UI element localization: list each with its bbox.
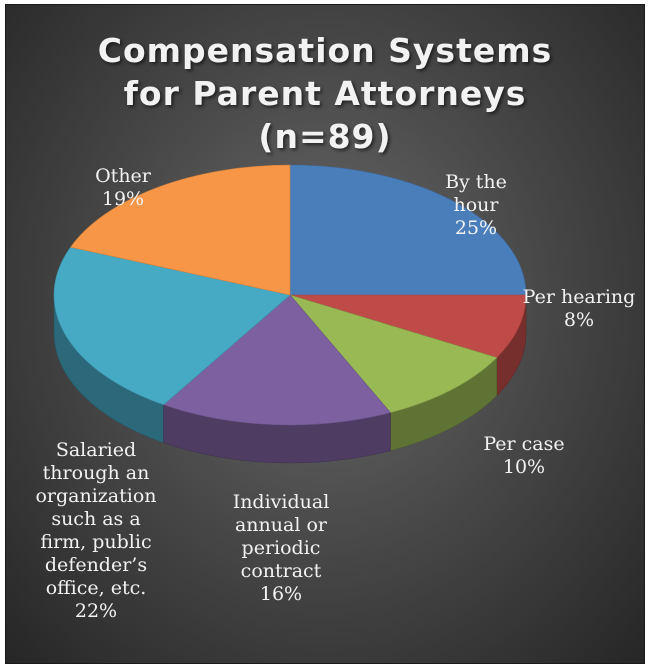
slice-label-text: annual or xyxy=(234,514,327,536)
slice-percent: 16% xyxy=(259,583,303,605)
slice-percent: 25% xyxy=(454,217,498,239)
slice-label-text: By the xyxy=(445,171,507,193)
slice-label-text: defender’s xyxy=(44,554,148,576)
pie-chart xyxy=(53,164,527,464)
pie-slice-2 xyxy=(289,294,498,413)
pie-slice-5 xyxy=(70,164,291,296)
slice-label-individual-contract: Individual annual or periodic contract 1… xyxy=(216,491,346,606)
slice-label-text: firm, public xyxy=(40,531,152,553)
slice-label-per-case: Per case 10% xyxy=(464,433,584,479)
pie-slice-1 xyxy=(289,294,527,358)
slice-label-text: Per hearing xyxy=(522,286,636,308)
chart-title-line-3: (n=89) xyxy=(258,117,392,156)
chart-title-line-1: Compensation Systems xyxy=(97,31,553,70)
slice-percent: 8% xyxy=(563,309,595,331)
slice-label-text: hour xyxy=(453,194,499,216)
pie-slice-0 xyxy=(289,164,527,296)
slice-label-text: organization xyxy=(35,485,157,507)
slice-label-salaried: Salaried through an organization such as… xyxy=(26,439,166,623)
slice-percent: 10% xyxy=(502,456,546,478)
pie-slice-3 xyxy=(162,294,392,426)
slice-label-text: Other xyxy=(95,165,151,187)
slice-label-text: Salaried xyxy=(55,439,137,461)
slice-label-per-hearing: Per hearing 8% xyxy=(514,286,644,332)
slice-percent: 19% xyxy=(101,188,145,210)
slice-percent: 22% xyxy=(74,600,118,622)
chart-title: Compensation Systems for Parent Attorney… xyxy=(6,29,644,158)
slice-label-text: through an xyxy=(42,462,150,484)
slice-label-text: contract xyxy=(240,560,322,582)
slice-label-text: periodic xyxy=(241,537,321,559)
chart-title-line-2: for Parent Attorneys xyxy=(123,74,527,113)
slice-label-text: Individual xyxy=(232,491,330,513)
slice-label-by-the-hour: By the hour 25% xyxy=(421,171,531,240)
pie-slice-4 xyxy=(53,246,291,406)
slice-label-text: such as a xyxy=(51,508,141,530)
chart-area: Compensation Systems for Parent Attorney… xyxy=(5,4,645,664)
slice-label-text: office, etc. xyxy=(45,577,147,599)
slice-label-other: Other 19% xyxy=(78,165,168,211)
slice-label-text: Per case xyxy=(483,433,565,455)
